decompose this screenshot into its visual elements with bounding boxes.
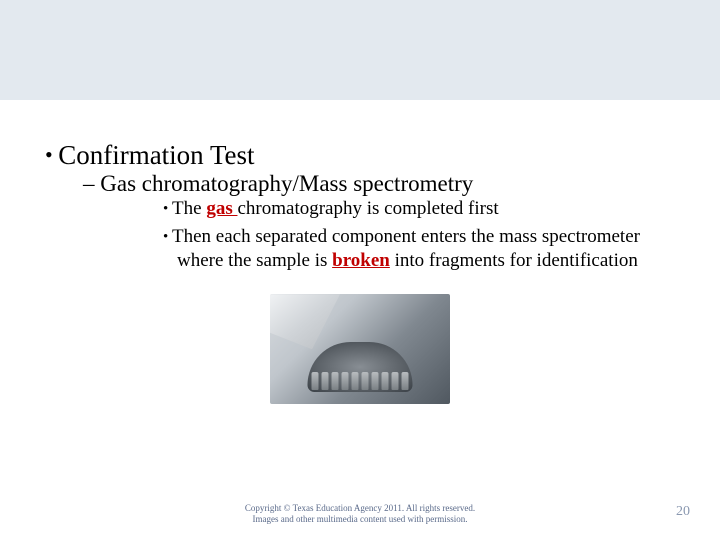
bullet-list-lvl3: The gas chromatography is completed firs… <box>83 197 675 272</box>
text-post: chromatography is completed first <box>237 198 498 219</box>
bullet-list-lvl1: Confirmation Test Gas chromatography/Mas… <box>45 140 675 272</box>
vial-icon <box>392 372 399 390</box>
autosampler-vials <box>312 372 409 390</box>
vial-icon <box>342 372 349 390</box>
vial-icon <box>372 372 379 390</box>
keyword-broken: broken <box>332 250 390 271</box>
text-post: into fragments for identification <box>390 250 638 271</box>
vial-icon <box>352 372 359 390</box>
mass-spectrometer-photo <box>270 294 450 404</box>
vial-icon <box>312 372 319 390</box>
copyright-line2: Images and other multimedia content used… <box>0 514 720 526</box>
text-pre: The <box>172 198 206 219</box>
bullet-gc-ms: Gas chromatography/Mass spectrometry The… <box>45 171 675 272</box>
keyword-gas: gas <box>206 198 237 219</box>
vial-icon <box>322 372 329 390</box>
title-bar <box>0 0 720 100</box>
content-area: Confirmation Test Gas chromatography/Mas… <box>0 100 720 404</box>
bullet-lvl2-label: Gas chromatography/Mass spectrometry <box>100 171 473 196</box>
vial-icon <box>402 372 409 390</box>
vial-icon <box>332 372 339 390</box>
slide-number: 20 <box>676 504 690 520</box>
footer-copyright: Copyright © Texas Education Agency 2011.… <box>0 503 720 526</box>
vial-icon <box>362 372 369 390</box>
copyright-line1: Copyright © Texas Education Agency 2011.… <box>0 503 720 515</box>
bullet-gas-first: The gas chromatography is completed firs… <box>163 197 675 221</box>
bullet-confirmation-test: Confirmation Test Gas chromatography/Mas… <box>45 140 675 272</box>
bullet-list-lvl2: Gas chromatography/Mass spectrometry The… <box>45 171 675 272</box>
vial-icon <box>382 372 389 390</box>
bullet-lvl1-label: Confirmation Test <box>58 140 254 170</box>
bullet-broken-fragments: Then each separated component enters the… <box>163 225 675 273</box>
